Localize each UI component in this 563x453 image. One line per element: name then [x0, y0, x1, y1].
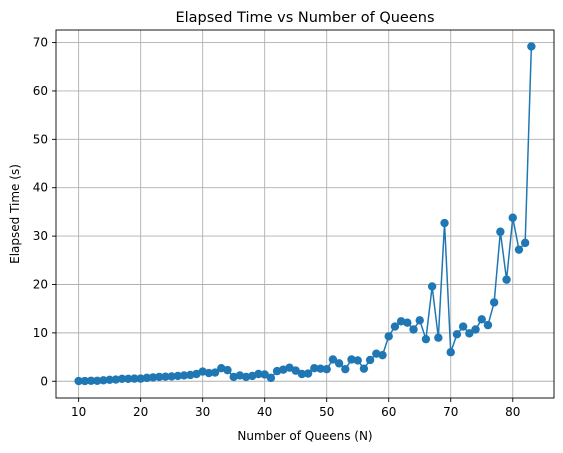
y-tick-label: 50 [33, 132, 48, 146]
x-tick-label: 30 [195, 405, 210, 419]
x-tick-label: 10 [71, 405, 86, 419]
data-point [117, 374, 127, 384]
data-point [427, 282, 437, 291]
data-point [347, 355, 356, 364]
series-layer [74, 42, 536, 386]
x-tick-label: 80 [505, 405, 520, 419]
data-point [105, 375, 114, 385]
data-point [179, 371, 189, 380]
y-tick-label: 0 [40, 374, 48, 388]
data-point [186, 370, 195, 380]
data-point [161, 372, 170, 381]
data-point [527, 42, 536, 51]
data-point [254, 369, 263, 379]
y-tick-label: 70 [33, 36, 48, 50]
data-point [297, 369, 307, 379]
x-axis-label: Number of Queens (N) [237, 429, 372, 443]
x-tick-label: 70 [443, 405, 458, 419]
x-tick-label: 40 [257, 405, 272, 419]
data-point [421, 334, 431, 344]
data-point [365, 355, 375, 365]
data-point [508, 213, 517, 222]
data-point [328, 355, 338, 364]
y-tick-label: 40 [33, 181, 48, 195]
data-point [74, 376, 83, 386]
data-point [167, 372, 176, 381]
data-point [403, 318, 412, 327]
data-point [142, 373, 152, 383]
data-point [378, 350, 387, 360]
data-point [483, 320, 493, 330]
data-point [316, 364, 325, 373]
data-point [155, 372, 164, 382]
data-point [440, 218, 449, 228]
y-tick-label: 10 [33, 326, 48, 340]
data-point [148, 373, 158, 382]
data-point [266, 373, 276, 383]
data-point [93, 376, 102, 385]
data-point [124, 374, 133, 384]
data-point [310, 363, 319, 373]
data-point [334, 359, 344, 368]
data-point [86, 376, 96, 385]
data-point [99, 376, 108, 385]
plot-frame [55, 29, 555, 399]
data-point [353, 356, 362, 365]
series-line [78, 46, 533, 382]
data-point [471, 325, 480, 334]
data-point [520, 238, 530, 248]
data-point [130, 374, 139, 383]
data-point [204, 368, 214, 378]
data-point [384, 332, 393, 341]
y-axis-label: Elapsed Time (s) [8, 164, 22, 264]
data-point [496, 227, 505, 236]
data-point [477, 315, 486, 324]
data-point [341, 364, 350, 374]
data-point [434, 333, 443, 342]
data-point [260, 370, 269, 379]
data-point [136, 374, 145, 383]
data-point [489, 298, 499, 307]
x-tick-label: 20 [133, 405, 148, 419]
data-point [111, 375, 121, 384]
data-point [241, 372, 251, 382]
data-point [514, 245, 524, 254]
data-point [291, 366, 300, 375]
y-tick-label: 30 [33, 229, 48, 243]
data-point [322, 364, 331, 374]
ticks-layer: 10 20 30 40 50 60 70 80 0 10 20 30 40 50 60 70 [33, 36, 521, 419]
x-tick-label: 50 [319, 405, 334, 419]
grid-layer [56, 30, 554, 398]
data-point [80, 376, 90, 386]
data-point [303, 369, 313, 378]
data-point [415, 316, 424, 325]
y-tick-label: 60 [33, 84, 48, 98]
data-point [465, 329, 474, 338]
data-point [502, 275, 511, 284]
data-point [173, 371, 183, 381]
x-tick-label: 60 [381, 405, 396, 419]
y-tick-label: 20 [33, 277, 48, 291]
chart-title: Elapsed Time vs Number of Queens [175, 10, 434, 26]
data-point [409, 325, 418, 334]
data-point [390, 322, 400, 331]
data-point [458, 322, 468, 331]
data-point [359, 364, 369, 373]
data-point [210, 368, 220, 377]
data-point [452, 330, 462, 339]
data-point [446, 348, 455, 357]
data-point [223, 365, 232, 375]
